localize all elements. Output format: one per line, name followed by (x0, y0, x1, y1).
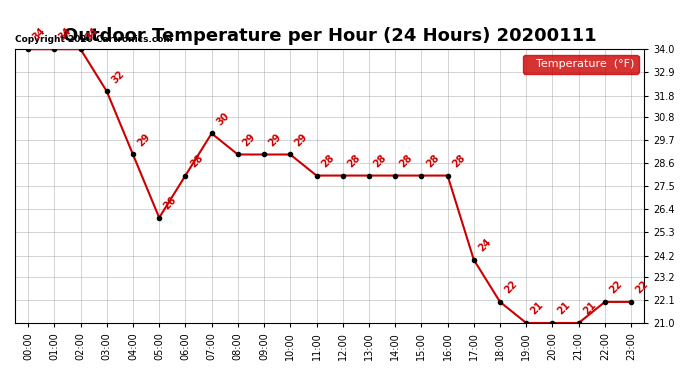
Text: 24: 24 (477, 237, 493, 254)
Text: 28: 28 (372, 153, 388, 169)
Text: 29: 29 (136, 132, 152, 148)
Text: 28: 28 (398, 153, 415, 169)
Text: 29: 29 (241, 132, 257, 148)
Text: 32: 32 (110, 68, 126, 85)
Text: 29: 29 (267, 132, 284, 148)
Text: 21: 21 (555, 300, 572, 316)
Text: 21: 21 (529, 300, 546, 316)
Text: 29: 29 (293, 132, 310, 148)
Text: 28: 28 (188, 153, 205, 169)
Text: 28: 28 (319, 153, 336, 169)
Text: Copyright 2020 Cartronics.com: Copyright 2020 Cartronics.com (15, 35, 172, 44)
Text: 22: 22 (503, 279, 520, 296)
Text: 21: 21 (582, 300, 598, 316)
Text: 34: 34 (83, 26, 100, 43)
Title: Outdoor Temperature per Hour (24 Hours) 20200111: Outdoor Temperature per Hour (24 Hours) … (63, 27, 596, 45)
Legend: Temperature  (°F): Temperature (°F) (522, 55, 639, 74)
Text: 28: 28 (451, 153, 467, 169)
Text: 22: 22 (634, 279, 651, 296)
Text: 26: 26 (162, 195, 179, 211)
Text: 28: 28 (424, 153, 441, 169)
Text: 28: 28 (346, 153, 362, 169)
Text: 34: 34 (31, 26, 48, 43)
Text: 22: 22 (608, 279, 624, 296)
Text: 34: 34 (57, 26, 74, 43)
Text: 30: 30 (215, 111, 231, 127)
